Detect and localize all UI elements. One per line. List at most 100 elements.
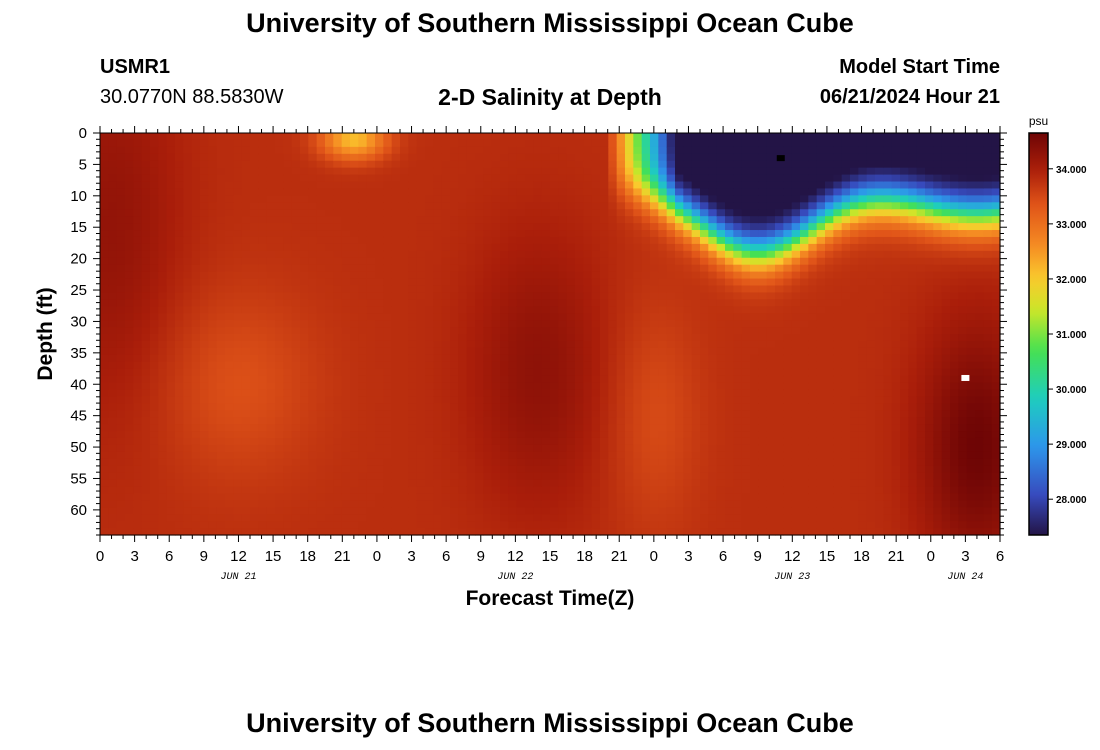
heatmap-cell xyxy=(741,431,751,439)
heatmap-cell xyxy=(658,133,668,141)
heatmap-cell xyxy=(275,202,284,210)
heatmap-cell xyxy=(266,334,276,342)
heatmap-cell xyxy=(800,146,809,155)
heatmap-cell xyxy=(633,340,643,349)
heatmap-cell xyxy=(716,195,726,203)
heatmap-cell xyxy=(650,133,659,141)
heatmap-cell xyxy=(366,146,376,155)
heatmap-cell xyxy=(175,313,184,321)
heatmap-cell xyxy=(450,417,459,425)
heatmap-cell xyxy=(225,188,234,196)
heatmap-cell xyxy=(225,174,234,183)
heatmap-cell xyxy=(150,521,159,529)
heatmap-cell xyxy=(641,451,651,460)
heatmap-cell xyxy=(608,347,618,356)
heatmap-cell xyxy=(708,382,718,391)
heatmap-cell xyxy=(258,146,268,155)
heatmap-cell xyxy=(541,417,551,425)
heatmap-cell xyxy=(433,347,443,356)
heatmap-cell xyxy=(641,146,651,155)
heatmap-cell xyxy=(791,202,801,210)
heatmap-cell xyxy=(433,306,443,314)
heatmap-cell xyxy=(783,202,793,210)
heatmap-cell xyxy=(208,451,218,460)
heatmap-cell xyxy=(758,278,768,287)
heatmap-cell xyxy=(291,327,301,335)
heatmap-cell xyxy=(400,514,409,522)
heatmap-cell xyxy=(608,493,618,501)
heatmap-cell xyxy=(625,375,634,384)
heatmap-cell xyxy=(183,160,193,169)
heatmap-cell xyxy=(383,146,393,155)
heatmap-cell xyxy=(733,424,743,432)
heatmap-cell xyxy=(375,396,384,404)
heatmap-cell xyxy=(750,174,759,183)
heatmap-cell xyxy=(491,417,501,425)
heatmap-cell xyxy=(275,139,284,148)
heatmap-cell xyxy=(550,368,559,377)
heatmap-cell xyxy=(591,431,601,439)
heatmap-cell xyxy=(358,361,368,370)
heatmap-cell xyxy=(400,195,409,203)
heatmap-cell xyxy=(741,424,751,432)
heatmap-cell xyxy=(708,257,718,266)
heatmap-cell xyxy=(125,437,134,446)
heatmap-cell xyxy=(208,188,218,196)
heatmap-cell xyxy=(533,306,543,314)
heatmap-cell xyxy=(750,382,759,391)
heatmap-cell xyxy=(475,451,484,460)
heatmap-cell xyxy=(750,306,759,314)
heatmap-cell xyxy=(425,167,434,176)
heatmap-cell xyxy=(341,223,351,231)
heatmap-cell xyxy=(808,313,818,321)
heatmap-cell xyxy=(558,334,568,342)
heatmap-cell xyxy=(733,209,743,217)
heatmap-cell xyxy=(575,382,584,391)
heatmap-cell xyxy=(225,292,234,300)
heatmap-cell xyxy=(341,354,351,363)
heatmap-cell xyxy=(475,250,484,259)
heatmap-cell xyxy=(266,528,276,536)
heatmap-cell xyxy=(391,431,401,439)
heatmap-cell xyxy=(283,236,293,245)
heatmap-cell xyxy=(275,340,284,349)
heatmap-cell xyxy=(366,347,376,356)
heatmap-cell xyxy=(433,230,443,238)
heatmap-cell xyxy=(475,472,484,481)
heatmap-cell xyxy=(141,146,151,155)
heatmap-cell xyxy=(383,257,393,266)
heatmap-cell xyxy=(391,521,401,529)
heatmap-cell xyxy=(516,292,526,300)
heatmap-cell xyxy=(383,174,393,183)
heatmap-cell xyxy=(550,306,559,314)
heatmap-cell xyxy=(225,493,234,501)
heatmap-cell xyxy=(400,472,409,481)
heatmap-cell xyxy=(591,160,601,169)
heatmap-cell xyxy=(358,486,368,495)
heatmap-cell xyxy=(791,375,801,384)
heatmap-cell xyxy=(633,250,643,259)
heatmap-cell xyxy=(166,458,176,467)
heatmap-cell xyxy=(166,437,176,446)
heatmap-cell xyxy=(366,250,376,259)
heatmap-cell xyxy=(725,320,734,328)
heatmap-cell xyxy=(491,174,501,183)
heatmap-cell xyxy=(733,389,743,397)
heatmap-cell xyxy=(741,320,751,328)
heatmap-cell xyxy=(550,285,559,294)
heatmap-cell xyxy=(500,133,509,141)
heatmap-cell xyxy=(291,250,301,259)
heatmap-cell xyxy=(558,368,568,377)
heatmap-cell xyxy=(766,167,776,176)
heatmap-cell xyxy=(375,354,384,363)
heatmap-cell xyxy=(366,167,376,176)
heatmap-cell xyxy=(450,451,459,460)
heatmap-cell xyxy=(108,313,118,321)
heatmap-cell xyxy=(566,202,576,210)
heatmap-cell xyxy=(325,514,334,522)
heatmap-cell xyxy=(641,285,651,294)
heatmap-cell xyxy=(691,264,701,273)
heatmap-cell xyxy=(766,299,776,307)
heatmap-cell xyxy=(458,167,468,176)
heatmap-cell xyxy=(566,403,576,411)
